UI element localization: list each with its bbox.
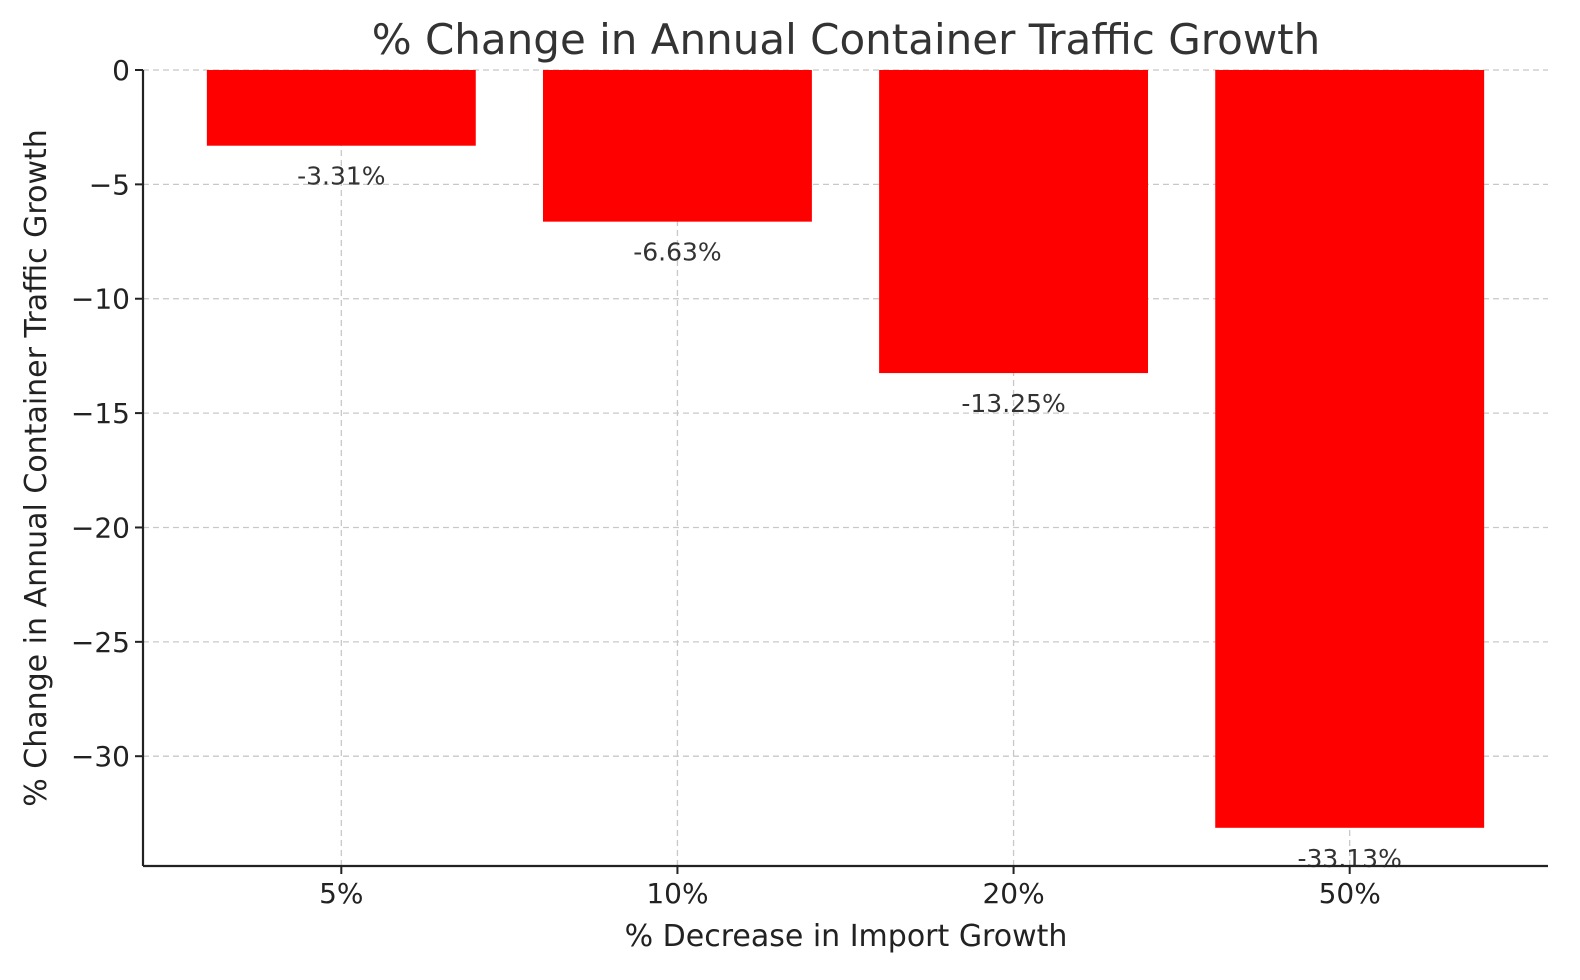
chart-title: % Change in Annual Container Traffic Gro… [372,15,1321,64]
bar-data-label: -6.63% [633,238,721,267]
x-tick-label: 50% [1319,877,1381,910]
x-tick-label: 5% [319,877,363,910]
y-tick-label: −15 [71,397,130,430]
y-axis-label: % Change in Annual Container Traffic Gro… [19,129,54,807]
y-tick-label: −25 [71,626,130,659]
bar [206,70,476,146]
x-axis-label: % Decrease in Import Growth [625,919,1068,954]
axes: 0 −5 −10 −15 −20 −25 −30 5% 10% 20% 50% [71,54,1548,910]
bar [879,70,1149,374]
bars [206,70,1485,828]
bar-data-label: -13.25% [961,389,1065,418]
y-tick-label: −30 [71,740,130,773]
y-tick-label: −20 [71,511,130,544]
bar [542,70,812,222]
data-labels: -3.31%-6.63%-13.25%-33.13% [297,162,1402,873]
bar [1215,70,1485,828]
bar-data-label: -3.31% [297,162,385,191]
y-tick-label: −5 [89,168,130,201]
y-tick-label: −10 [71,283,130,316]
x-tick-label: 20% [982,877,1044,910]
x-tick-label: 10% [646,877,708,910]
y-tick-label: 0 [112,54,130,87]
